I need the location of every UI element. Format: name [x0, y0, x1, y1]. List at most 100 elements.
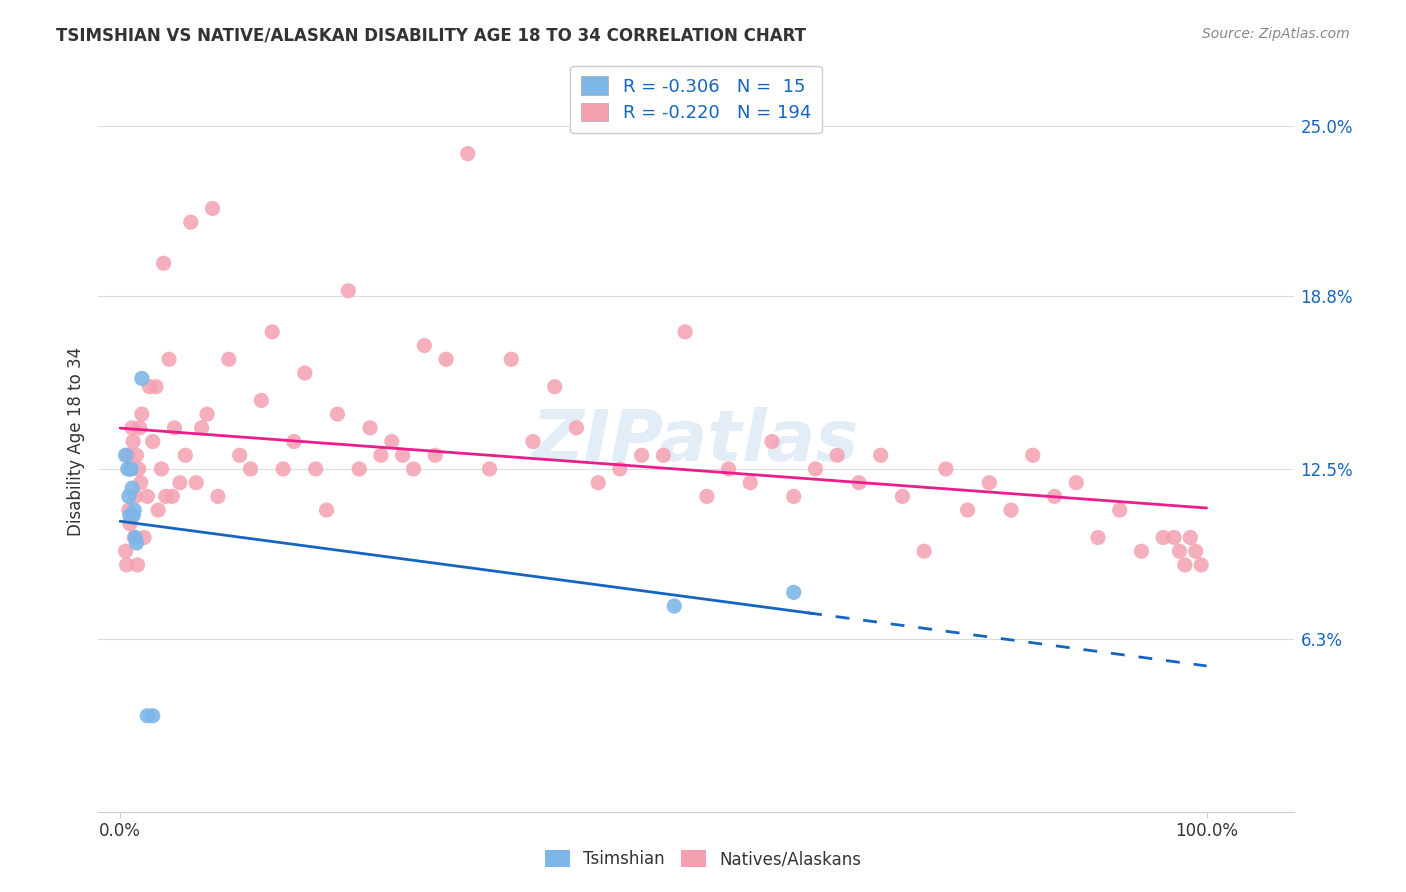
- Point: [402, 462, 425, 476]
- Point: [145, 380, 167, 394]
- Point: [740, 475, 762, 490]
- Point: [228, 448, 250, 462]
- Point: [169, 475, 191, 490]
- Point: [337, 284, 360, 298]
- Point: [783, 585, 806, 599]
- Point: [381, 434, 404, 449]
- Point: [1064, 475, 1087, 490]
- Point: [138, 380, 160, 394]
- Point: [114, 544, 136, 558]
- Point: [120, 462, 142, 476]
- Point: [586, 475, 609, 490]
- Point: [544, 380, 567, 394]
- Point: [262, 325, 284, 339]
- Point: [186, 475, 208, 490]
- Point: [717, 462, 740, 476]
- Point: [457, 146, 479, 161]
- Point: [157, 352, 180, 367]
- Point: [190, 421, 212, 435]
- Point: [271, 462, 294, 476]
- Point: [136, 708, 159, 723]
- Point: [1163, 531, 1185, 545]
- Point: [1152, 531, 1174, 545]
- Point: [239, 462, 262, 476]
- Point: [912, 544, 935, 558]
- Point: [478, 462, 501, 476]
- Point: [804, 462, 827, 476]
- Point: [114, 448, 136, 462]
- Point: [122, 508, 145, 523]
- Point: [1184, 544, 1206, 558]
- Point: [956, 503, 979, 517]
- Point: [891, 489, 914, 503]
- Point: [434, 352, 457, 367]
- Point: [1189, 558, 1212, 572]
- Point: [565, 421, 588, 435]
- Point: [128, 421, 150, 435]
- Point: [118, 508, 141, 523]
- Point: [180, 215, 202, 229]
- Point: [1174, 558, 1197, 572]
- Point: [118, 503, 141, 517]
- Point: [120, 462, 142, 476]
- Text: Source: ZipAtlas.com: Source: ZipAtlas.com: [1202, 27, 1350, 41]
- Point: [1022, 448, 1045, 462]
- Point: [1180, 531, 1202, 545]
- Point: [148, 503, 170, 517]
- Point: [652, 448, 675, 462]
- Point: [132, 531, 155, 545]
- Point: [142, 708, 165, 723]
- Point: [127, 558, 149, 572]
- Point: [294, 366, 316, 380]
- Y-axis label: Disability Age 18 to 34: Disability Age 18 to 34: [66, 347, 84, 536]
- Point: [869, 448, 891, 462]
- Point: [848, 475, 870, 490]
- Point: [609, 462, 631, 476]
- Point: [761, 434, 783, 449]
- Point: [979, 475, 1001, 490]
- Text: TSIMSHIAN VS NATIVE/ALASKAN DISABILITY AGE 18 TO 34 CORRELATION CHART: TSIMSHIAN VS NATIVE/ALASKAN DISABILITY A…: [56, 27, 806, 45]
- Legend: R = -0.306   N =  15, R = -0.220   N = 194: R = -0.306 N = 15, R = -0.220 N = 194: [571, 66, 821, 133]
- Point: [664, 599, 686, 613]
- Point: [347, 462, 370, 476]
- Point: [825, 448, 848, 462]
- Point: [673, 325, 696, 339]
- Point: [326, 407, 349, 421]
- Point: [131, 407, 153, 421]
- Point: [124, 531, 146, 545]
- Point: [207, 489, 229, 503]
- Point: [283, 434, 305, 449]
- Point: [1043, 489, 1066, 503]
- Point: [124, 503, 146, 517]
- Point: [128, 462, 150, 476]
- Point: [150, 462, 173, 476]
- Point: [136, 489, 159, 503]
- Point: [1108, 503, 1130, 517]
- Point: [131, 371, 153, 385]
- Point: [195, 407, 218, 421]
- Point: [155, 489, 177, 503]
- Point: [413, 338, 436, 352]
- Point: [152, 256, 174, 270]
- Point: [1000, 503, 1022, 517]
- Point: [118, 489, 141, 503]
- Point: [174, 448, 197, 462]
- Point: [125, 448, 148, 462]
- Point: [201, 202, 224, 216]
- Point: [118, 516, 141, 531]
- Point: [425, 448, 447, 462]
- Point: [1087, 531, 1109, 545]
- Point: [935, 462, 957, 476]
- Point: [696, 489, 718, 503]
- Point: [250, 393, 273, 408]
- Point: [315, 503, 337, 517]
- Point: [142, 434, 165, 449]
- Point: [391, 448, 413, 462]
- Legend: Tsimshian, Natives/Alaskans: Tsimshian, Natives/Alaskans: [538, 843, 868, 875]
- Point: [124, 531, 146, 545]
- Point: [129, 475, 152, 490]
- Point: [305, 462, 328, 476]
- Point: [501, 352, 523, 367]
- Point: [218, 352, 240, 367]
- Point: [122, 434, 145, 449]
